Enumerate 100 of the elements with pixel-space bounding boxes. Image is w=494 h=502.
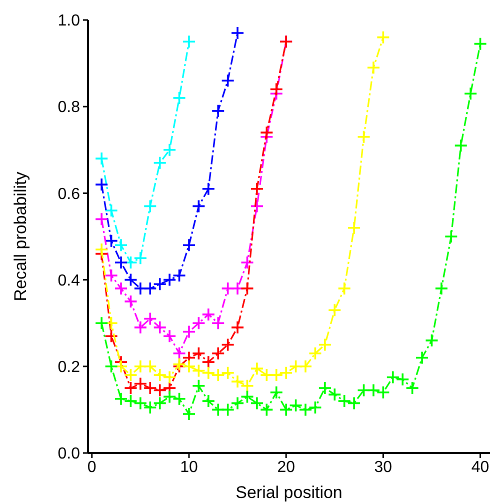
- point: [211, 346, 226, 360]
- point: [444, 230, 458, 244]
- point: [94, 152, 108, 166]
- y-tick-label: 0.6: [58, 186, 80, 203]
- point: [298, 360, 312, 374]
- point: [202, 366, 216, 380]
- point: [124, 368, 138, 382]
- point: [356, 130, 371, 144]
- point: [211, 316, 226, 330]
- point: [182, 324, 196, 339]
- point: [143, 199, 158, 214]
- point: [143, 360, 158, 374]
- point: [240, 256, 254, 270]
- x-tick-label: 10: [180, 459, 198, 476]
- point: [152, 396, 167, 410]
- point: [366, 60, 380, 75]
- point: [230, 396, 244, 410]
- point: [152, 156, 167, 170]
- point: [192, 378, 206, 393]
- point: [124, 272, 138, 287]
- point: [434, 282, 448, 296]
- point: [162, 370, 176, 384]
- x-tick-label: 0: [87, 459, 96, 476]
- point: [211, 104, 226, 118]
- point: [94, 316, 108, 330]
- point: [143, 282, 158, 296]
- point: [152, 368, 167, 382]
- point: [269, 368, 284, 382]
- point: [269, 385, 284, 400]
- point: [162, 272, 176, 287]
- point: [162, 390, 176, 404]
- point: [211, 368, 226, 382]
- point: [279, 402, 293, 417]
- point: [230, 26, 244, 40]
- y-tick-label: 0.2: [58, 359, 80, 376]
- y-tick-label: 0.4: [58, 272, 80, 290]
- point: [124, 294, 138, 308]
- point: [396, 372, 410, 386]
- point: [114, 282, 128, 296]
- point: [104, 329, 118, 343]
- point: [308, 346, 322, 360]
- point: [134, 320, 148, 334]
- point: [104, 234, 118, 248]
- point: [124, 381, 138, 395]
- point: [152, 383, 167, 398]
- point: [250, 182, 264, 196]
- point: [152, 320, 167, 334]
- point: [424, 334, 439, 348]
- point: [182, 238, 196, 252]
- point: [376, 30, 390, 44]
- point: [405, 381, 420, 395]
- x-tick-label: 40: [471, 459, 490, 476]
- point: [104, 268, 118, 282]
- y-axis-title: Recall probability: [11, 171, 30, 302]
- point: [104, 360, 118, 374]
- point: [172, 268, 186, 282]
- point: [172, 91, 186, 105]
- point: [230, 374, 244, 388]
- point: [104, 204, 118, 218]
- point: [182, 407, 196, 421]
- point: [240, 282, 254, 296]
- point: [473, 36, 488, 51]
- point: [202, 308, 216, 322]
- point: [143, 400, 158, 414]
- point: [94, 212, 108, 226]
- point: [94, 178, 108, 192]
- point: [328, 303, 342, 318]
- point: [202, 394, 216, 408]
- point: [230, 320, 244, 334]
- point: [192, 316, 206, 330]
- point: [220, 366, 235, 380]
- point: [134, 396, 148, 410]
- point: [152, 277, 167, 292]
- point: [347, 396, 361, 410]
- point: [250, 199, 264, 214]
- point: [366, 383, 380, 398]
- point: [192, 199, 206, 214]
- x-axis-title: Serial position: [236, 483, 342, 502]
- point: [143, 312, 158, 326]
- point: [172, 357, 186, 372]
- point: [386, 370, 400, 384]
- point: [114, 256, 128, 270]
- point: [220, 338, 235, 352]
- point: [172, 392, 186, 406]
- point: [143, 381, 158, 395]
- point: [337, 282, 352, 296]
- point: [220, 74, 235, 88]
- point: [415, 350, 429, 365]
- point: [240, 378, 254, 393]
- point: [124, 394, 138, 408]
- point: [192, 364, 206, 378]
- point: [260, 126, 274, 140]
- y-tick-label: 1.0: [58, 12, 80, 30]
- point: [114, 392, 128, 406]
- point: [172, 346, 186, 360]
- point: [192, 346, 206, 360]
- point: [220, 402, 235, 417]
- y-tick-label: 0.0: [58, 446, 80, 463]
- point: [298, 402, 312, 417]
- point: [162, 329, 176, 343]
